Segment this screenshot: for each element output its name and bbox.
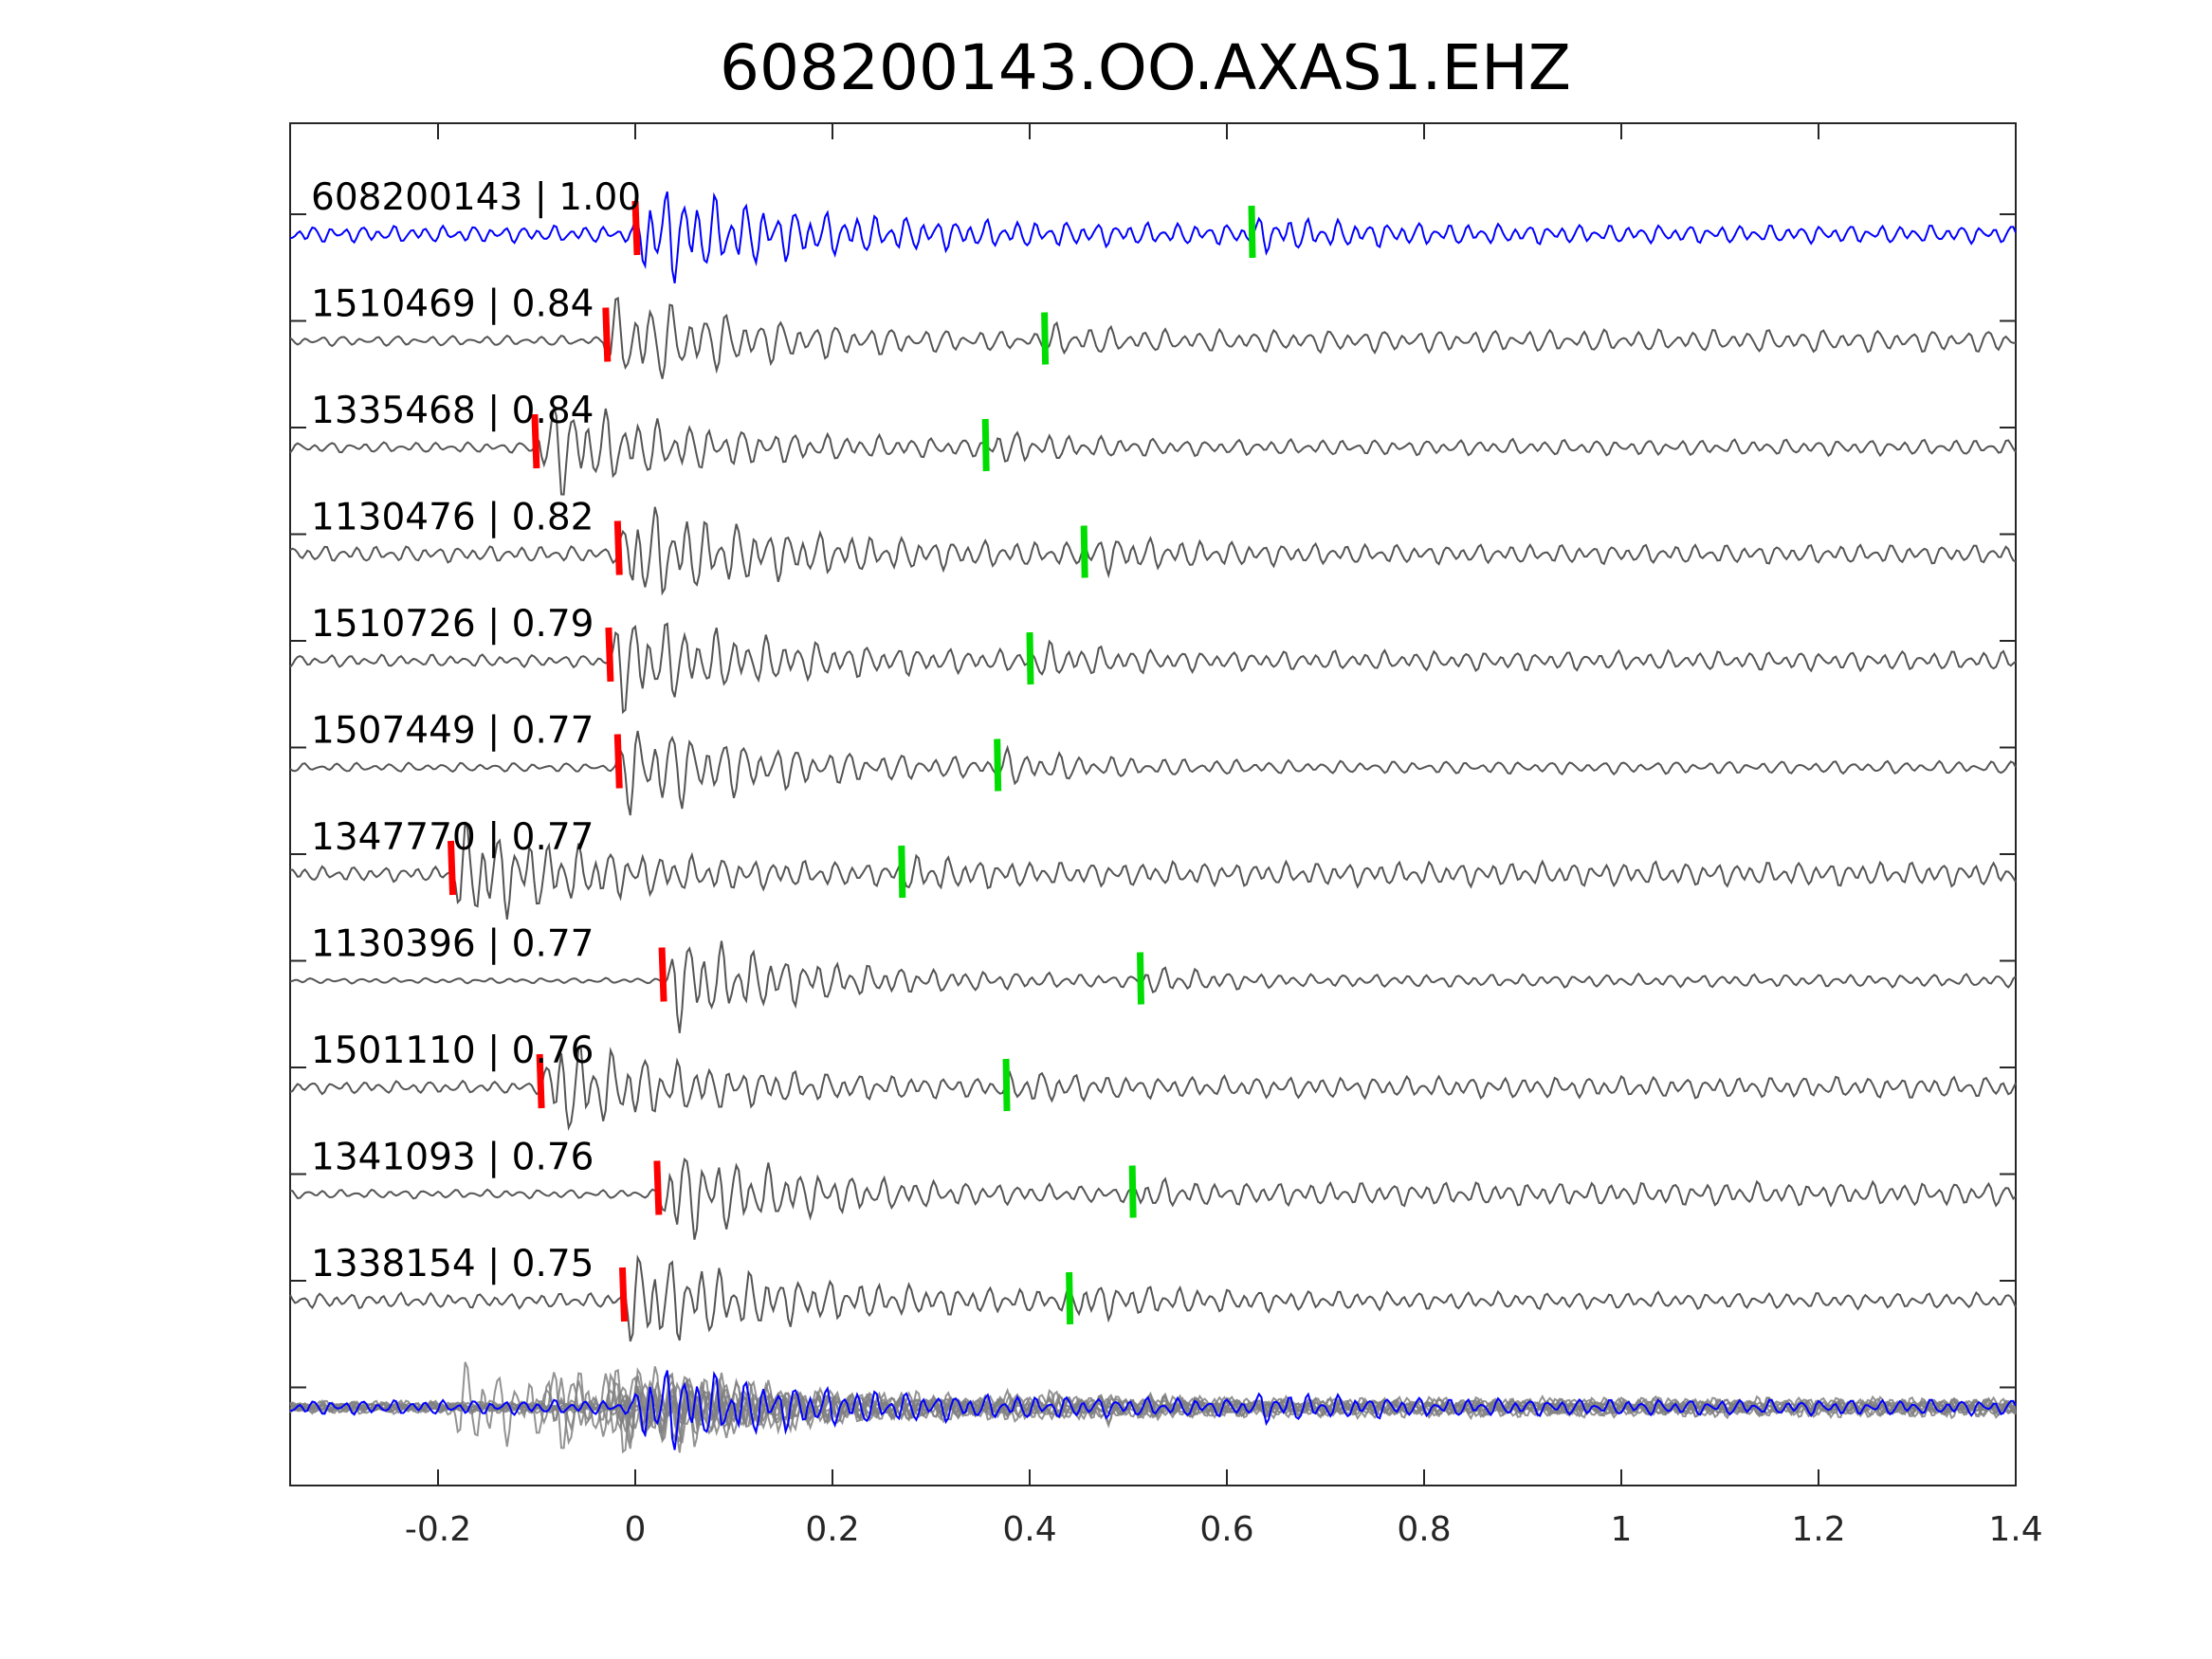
trace-label-1501110: 1501110 | 0.76 [311, 1030, 594, 1072]
trace-line-1510469 [289, 296, 2016, 379]
trace-line-1347770 [289, 821, 2017, 921]
stack-line-608200143 [289, 1370, 2017, 1450]
trace-line-1130476 [289, 506, 2017, 596]
trace-label-1510469: 1510469 | 0.84 [311, 283, 594, 326]
x-tick-label--0.2: -0.2 [405, 1510, 471, 1549]
s-pick-marker-1130476 [1080, 525, 1088, 578]
x-ticks: -0.2 0 0.2 0.4 0.6 0.8 1 1.2 1.4 [405, 123, 2043, 1549]
p-pick-marker-1341093 [653, 1160, 663, 1215]
s-pick-marker-1510469 [1041, 312, 1050, 365]
trace-line-608200143 [289, 191, 2017, 283]
p-pick-marker-608200143 [631, 200, 641, 256]
p-pick-marker-1510726 [605, 627, 614, 683]
p-pick-marker-1347770 [448, 840, 457, 896]
trace-label-1347770: 1347770 | 0.77 [311, 816, 594, 859]
trace-line-1501110 [289, 1047, 2017, 1131]
trace-line-1338154 [289, 1254, 2017, 1342]
s-pick-marker-1338154 [1066, 1271, 1074, 1325]
x-tick-label-1.2: 1.2 [1791, 1510, 1845, 1549]
s-pick-marker-1501110 [1002, 1058, 1011, 1112]
p-pick-marker-1507449 [613, 734, 623, 789]
trace-label-1341093: 1341093 | 0.76 [311, 1137, 594, 1179]
p-pick-marker-1130476 [613, 520, 623, 575]
trace-line-1130396 [289, 940, 2017, 1033]
x-tick-label-0: 0 [625, 1510, 647, 1549]
s-pick-marker-1130396 [1136, 952, 1144, 1005]
trace-label-1510726: 1510726 | 0.79 [311, 603, 594, 646]
p-pick-marker-1338154 [618, 1267, 628, 1322]
p-pick-marker-1130396 [658, 947, 667, 1002]
x-tick-label-0.8: 0.8 [1397, 1510, 1451, 1549]
trace-label-1338154: 1338154 | 0.75 [311, 1243, 594, 1285]
p-pick-marker-1510469 [602, 307, 612, 362]
x-tick-label-1.4: 1.4 [1988, 1510, 2042, 1549]
waveform-traces [289, 191, 2017, 1342]
x-tick-label-1: 1 [1611, 1510, 1633, 1549]
p-pick-marker-1501110 [536, 1053, 545, 1109]
p-pick-marker-1335468 [531, 413, 540, 469]
axes-box [289, 122, 2017, 1486]
s-pick-marker-1335468 [981, 418, 990, 472]
s-pick-marker-1347770 [898, 845, 906, 899]
trace-line-1335468 [289, 407, 2017, 496]
s-pick-marker-1507449 [994, 738, 1002, 792]
s-pick-marker-1510726 [1026, 631, 1034, 685]
x-tick-label-0.2: 0.2 [805, 1510, 859, 1549]
trace-labels: 608200143 | 1.00 1510469 | 0.84 1335468 | … [311, 176, 641, 1285]
plot-area: 608200143 | 1.00 1510469 | 0.84 1335468 | … [289, 122, 2043, 1549]
y-ticks [290, 213, 2016, 1389]
phase-picks [448, 200, 1256, 1325]
trace-label-1130396: 1130396 | 0.77 [311, 923, 594, 966]
trace-line-1507449 [289, 730, 2017, 816]
trace-label-1335468: 1335468 | 0.84 [311, 390, 594, 432]
trace-line-1510726 [289, 622, 2017, 715]
x-tick-label-0.4: 0.4 [1002, 1510, 1056, 1549]
stacked-overlay [289, 1361, 2017, 1454]
trace-label-1507449: 1507449 | 0.77 [311, 710, 594, 753]
trace-label-1130476: 1130476 | 0.82 [311, 497, 594, 539]
trace-line-1341093 [289, 1157, 2017, 1240]
trace-label-608200143: 608200143 | 1.00 [311, 176, 641, 219]
s-pick-marker-1341093 [1128, 1165, 1137, 1218]
x-tick-label-0.6: 0.6 [1199, 1510, 1253, 1549]
chart-title: 608200143.OO.AXAS1.EHZ [720, 31, 1571, 104]
